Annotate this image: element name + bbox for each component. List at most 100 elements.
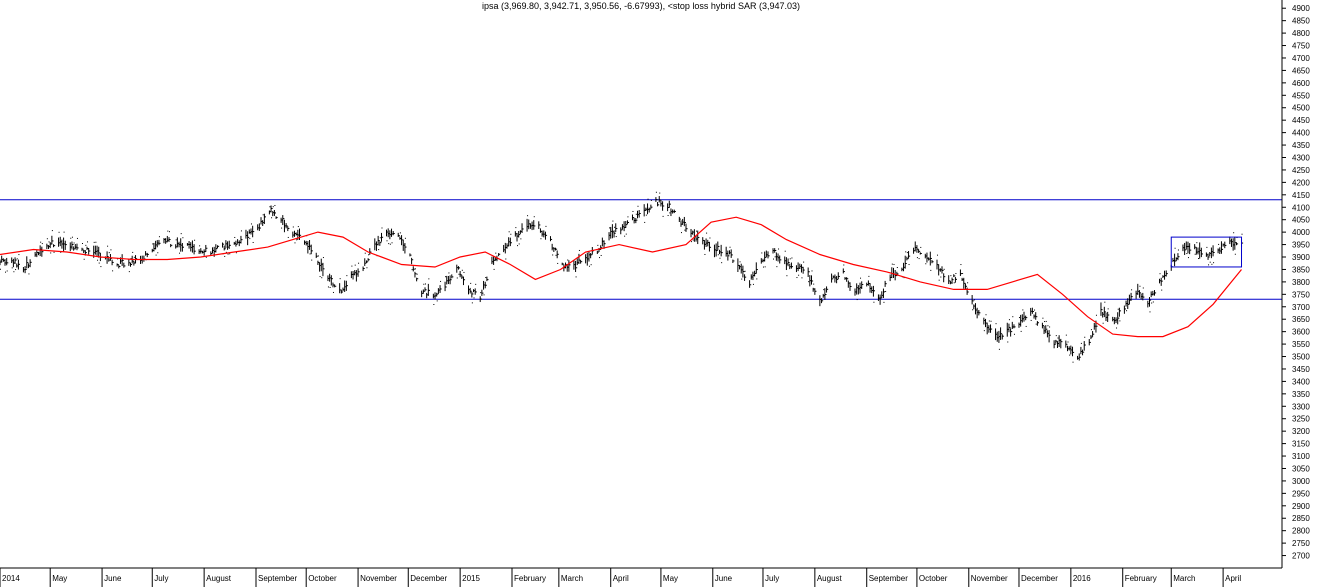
psar-dot — [473, 297, 475, 299]
y-tick-label: 4400 — [1292, 129, 1310, 138]
psar-dot — [287, 236, 289, 238]
psar-dot — [317, 255, 319, 257]
psar-dot — [1151, 302, 1153, 304]
psar-dot — [891, 263, 893, 265]
psar-dot — [1034, 309, 1036, 311]
psar-dot — [440, 280, 442, 282]
psar-dot — [599, 257, 601, 259]
psar-dot — [388, 243, 390, 245]
psar-dot — [998, 348, 1000, 350]
psar-dot — [798, 274, 800, 276]
sar-line — [0, 216, 1242, 338]
psar-dot — [624, 235, 626, 237]
psar-dot — [48, 241, 50, 243]
psar-dot — [885, 290, 887, 292]
x-tick-label: July — [154, 574, 168, 583]
psar-dot — [1022, 309, 1024, 311]
psar-dot — [404, 237, 406, 239]
psar-dot — [1233, 232, 1235, 234]
y-tick-label: 3400 — [1292, 377, 1310, 386]
psar-dot — [97, 259, 99, 261]
psar-dot — [973, 299, 975, 301]
y-tick-label: 3050 — [1292, 464, 1310, 473]
psar-dot — [436, 300, 438, 302]
psar-dot — [655, 191, 657, 193]
psar-dot — [175, 239, 177, 241]
psar-dot — [5, 271, 7, 273]
psar-dot — [485, 277, 487, 279]
sar-layer — [0, 216, 1242, 338]
psar-dot — [0, 268, 1, 270]
y-axis: 2700 2750 2800 2850 2900 2950 3000 3050 3100 3150… — [1281, 0, 1310, 568]
psar-dot — [650, 199, 652, 201]
psar-dot — [28, 273, 30, 275]
psar-dot — [157, 252, 159, 254]
psar-dot — [527, 215, 529, 217]
psar-dot — [518, 243, 520, 245]
psar-dot — [811, 270, 813, 272]
psar-dot — [493, 268, 495, 270]
y-tick-label: 3200 — [1292, 427, 1310, 436]
y-tick-label: 2850 — [1292, 514, 1310, 523]
psar-dot — [704, 253, 706, 255]
psar-dot — [1218, 243, 1220, 245]
psar-dot — [752, 283, 754, 285]
psar-dot — [112, 270, 114, 272]
psar-dot — [182, 237, 184, 239]
y-tick-label: 4000 — [1292, 228, 1310, 237]
psar-dot — [235, 252, 237, 254]
x-tick-label: November — [971, 574, 1008, 583]
psar-dot — [414, 268, 416, 270]
psar-dot — [1035, 323, 1037, 325]
psar-dot — [461, 269, 463, 271]
psar-dot — [50, 252, 52, 254]
psar-dot — [199, 245, 201, 247]
psar-dot — [575, 276, 577, 278]
psar-dot — [692, 239, 694, 241]
psar-dot — [916, 257, 918, 259]
psar-dot — [883, 301, 885, 303]
psar-dot — [272, 206, 274, 208]
psar-dot — [644, 221, 646, 223]
psar-dot — [416, 273, 418, 275]
psar-dot — [194, 239, 196, 241]
psar-dot — [1159, 273, 1161, 275]
psar-dot — [95, 241, 97, 243]
psar-dot — [691, 241, 693, 243]
psar-dot — [936, 254, 938, 256]
psar-dot — [1213, 262, 1215, 264]
psar-dot — [962, 273, 964, 275]
psar-dot — [1042, 317, 1044, 319]
psar-dot — [225, 251, 227, 253]
y-tick-label: 3800 — [1292, 278, 1310, 287]
psar-dot — [600, 254, 602, 256]
psar-dot — [399, 232, 401, 234]
psar-dot — [1055, 335, 1057, 337]
psar-dot — [1065, 334, 1067, 336]
x-tick-label: August — [817, 574, 843, 583]
psar-dot — [15, 269, 17, 271]
psar-dot — [87, 241, 89, 243]
psar-dot — [1116, 327, 1118, 329]
psar-dot — [423, 283, 425, 285]
x-tick-label: April — [1225, 574, 1241, 583]
psar-dot — [155, 254, 157, 256]
psar-dot — [329, 286, 331, 288]
psar-dot — [70, 237, 72, 239]
psar-dot — [180, 233, 182, 235]
psar-dot — [339, 278, 341, 280]
psar-dot — [873, 301, 875, 303]
psar-dot — [470, 282, 472, 284]
psar-dot — [614, 226, 616, 228]
price-bars-layer — [0, 191, 1244, 363]
x-tick-label: 2016 — [1073, 574, 1091, 583]
psar-dot — [796, 277, 798, 279]
psar-dot — [985, 314, 987, 316]
psar-dot — [53, 251, 55, 253]
highlight-box-layer — [1170, 236, 1243, 268]
y-tick-label: 4050 — [1292, 216, 1310, 225]
psar-dot — [801, 277, 803, 279]
psar-dot — [578, 249, 580, 251]
highlight-box — [1170, 236, 1243, 268]
y-tick-label: 3900 — [1292, 253, 1310, 262]
